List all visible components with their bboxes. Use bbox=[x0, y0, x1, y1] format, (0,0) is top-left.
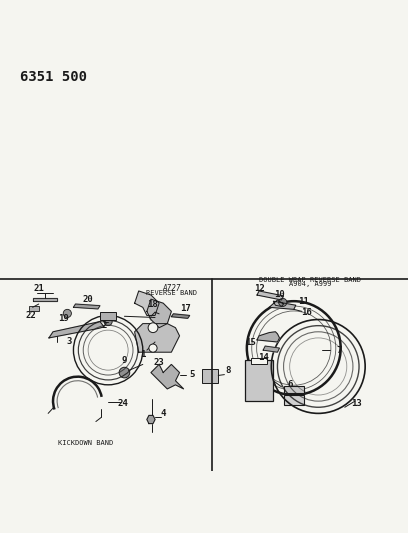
FancyBboxPatch shape bbox=[100, 312, 116, 320]
Text: A904, A999: A904, A999 bbox=[289, 281, 331, 287]
Text: A727: A727 bbox=[162, 285, 181, 294]
FancyBboxPatch shape bbox=[29, 306, 39, 311]
Text: 5: 5 bbox=[189, 370, 195, 379]
Polygon shape bbox=[135, 291, 159, 316]
Text: 9: 9 bbox=[122, 356, 127, 365]
Text: 10: 10 bbox=[274, 290, 285, 298]
Text: 15: 15 bbox=[245, 338, 255, 348]
Text: REVERSE BAND: REVERSE BAND bbox=[146, 290, 197, 296]
Text: 3: 3 bbox=[67, 337, 72, 346]
Text: 20: 20 bbox=[82, 295, 93, 304]
Circle shape bbox=[279, 298, 287, 306]
Polygon shape bbox=[171, 314, 190, 318]
Circle shape bbox=[63, 309, 71, 318]
Text: 4: 4 bbox=[160, 409, 166, 418]
Circle shape bbox=[150, 314, 156, 321]
Text: 14: 14 bbox=[259, 352, 269, 361]
Polygon shape bbox=[263, 346, 279, 352]
Text: 12: 12 bbox=[254, 285, 264, 294]
Polygon shape bbox=[257, 332, 279, 342]
Text: 1: 1 bbox=[140, 350, 146, 359]
Polygon shape bbox=[135, 324, 180, 352]
FancyBboxPatch shape bbox=[245, 360, 273, 401]
Text: 24: 24 bbox=[117, 399, 128, 408]
Text: 6351 500: 6351 500 bbox=[20, 70, 87, 84]
Polygon shape bbox=[147, 415, 155, 424]
Text: 6: 6 bbox=[287, 381, 293, 389]
Polygon shape bbox=[257, 291, 284, 300]
Text: 2: 2 bbox=[101, 321, 107, 330]
Text: KICKDOWN BAND: KICKDOWN BAND bbox=[58, 440, 113, 446]
Circle shape bbox=[119, 367, 130, 378]
Polygon shape bbox=[269, 300, 296, 309]
Text: 18: 18 bbox=[148, 301, 158, 309]
Text: 19: 19 bbox=[58, 314, 69, 323]
Text: 13: 13 bbox=[352, 399, 362, 408]
Polygon shape bbox=[49, 321, 104, 338]
FancyBboxPatch shape bbox=[284, 386, 304, 393]
Text: 8: 8 bbox=[226, 366, 231, 375]
Text: 23: 23 bbox=[154, 358, 164, 367]
Circle shape bbox=[148, 323, 158, 333]
FancyBboxPatch shape bbox=[251, 358, 267, 365]
Polygon shape bbox=[73, 304, 100, 309]
Circle shape bbox=[104, 318, 112, 326]
Text: 17: 17 bbox=[180, 304, 191, 313]
FancyBboxPatch shape bbox=[284, 395, 304, 405]
Polygon shape bbox=[147, 299, 171, 328]
Text: 22: 22 bbox=[25, 311, 36, 320]
Circle shape bbox=[149, 344, 157, 352]
Text: 21: 21 bbox=[33, 285, 44, 294]
Polygon shape bbox=[33, 298, 57, 301]
Polygon shape bbox=[151, 365, 184, 389]
Text: 11: 11 bbox=[299, 297, 309, 306]
Text: DOUBLE WRAP REVERSE BAND: DOUBLE WRAP REVERSE BAND bbox=[259, 277, 361, 283]
Text: 7: 7 bbox=[336, 345, 341, 354]
Text: 16: 16 bbox=[301, 308, 311, 317]
FancyBboxPatch shape bbox=[202, 368, 218, 383]
